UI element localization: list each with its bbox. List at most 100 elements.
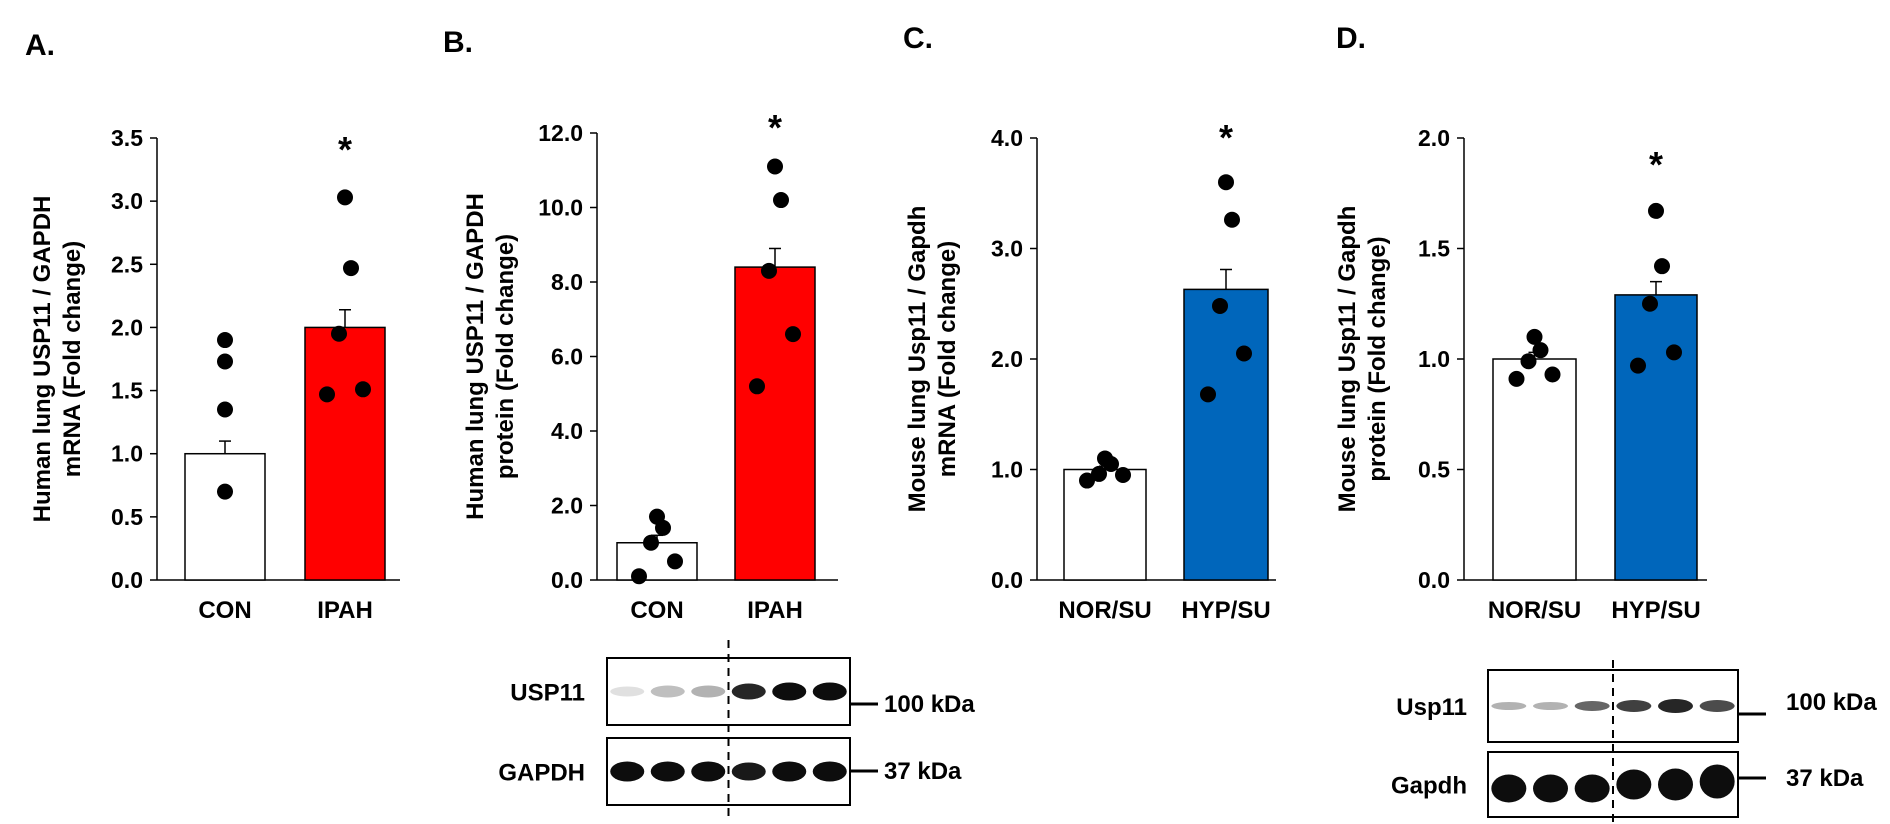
data-point (761, 262, 777, 279)
data-point (667, 553, 683, 570)
data-point (749, 378, 765, 395)
blot-band (1533, 774, 1568, 803)
panel-label: C. (903, 22, 933, 55)
panel-label: D. (1336, 22, 1366, 55)
data-point (785, 326, 801, 343)
data-point (217, 483, 233, 500)
data-point (767, 158, 783, 175)
data-point (1532, 342, 1549, 359)
y-tick-label: 0.0 (111, 567, 143, 593)
blot-band (1574, 774, 1610, 803)
significance-star: * (768, 107, 782, 148)
data-point (1520, 353, 1537, 370)
y-tick-label: 4.0 (991, 125, 1023, 151)
data-point (1091, 465, 1107, 482)
blot-band (731, 683, 766, 700)
blot-row-label: GAPDH (498, 760, 585, 787)
data-point (1508, 370, 1525, 387)
bar-con (616, 542, 698, 581)
panel-a: A. Human lung USP11 / GAPDH mRNA (Fold cha… (25, 29, 400, 624)
data-point (1642, 295, 1658, 312)
significance-star: * (1219, 117, 1233, 158)
y-tick-label: 2.5 (111, 251, 143, 277)
data-point (1200, 386, 1216, 403)
blot-band (1699, 764, 1735, 799)
y-tick-label: 3.0 (991, 236, 1023, 262)
y-axis-label: Human lung USP11 / GAPDH protein (Fold ch… (462, 193, 519, 520)
data-point (643, 534, 659, 551)
y-axis-label: Mouse lung Usp11 / Gapdh protein (Fold ch… (1334, 206, 1391, 513)
category-label: HYP/SU (1611, 597, 1700, 624)
significance-star: * (1649, 144, 1663, 185)
y-tick-label: 3.0 (111, 188, 143, 214)
blot-row-label: Usp11 (1396, 694, 1467, 721)
data-point (1654, 258, 1670, 275)
data-point (1115, 467, 1131, 484)
blot-row-label: Gapdh (1391, 773, 1467, 800)
data-point (1097, 450, 1113, 467)
data-point (331, 325, 347, 342)
blot-band (1491, 702, 1527, 710)
data-point (1236, 345, 1252, 362)
y-axis-label-line: Human lung USP11 / GAPDH (462, 193, 489, 520)
data-point (319, 386, 335, 403)
y-tick-label: 2.0 (551, 493, 583, 519)
blot-band (1491, 774, 1527, 803)
size-marker-label: 37 kDa (1786, 765, 1864, 792)
bar-ipah (304, 326, 386, 581)
western-blot-d: Usp11 100 kDa Gapdh 37 kDa (1391, 660, 1877, 824)
data-point (631, 568, 647, 585)
data-point (355, 381, 371, 398)
blot-band (1574, 701, 1610, 711)
panel-label: A. (25, 29, 55, 62)
y-tick-label: 2.0 (111, 314, 143, 340)
y-tick-label: 2.0 (991, 346, 1023, 372)
data-point (1224, 211, 1240, 228)
blot-band (731, 762, 766, 781)
blot-band (772, 761, 807, 782)
blot-band (1658, 768, 1693, 801)
panel-b: B. Human lung USP11 / GAPDH protein (Fold … (443, 26, 838, 624)
category-label: IPAH (317, 597, 373, 624)
data-point (1218, 174, 1234, 191)
panel-label: B. (443, 26, 473, 59)
category-label: CON (198, 597, 251, 624)
data-point (217, 353, 233, 370)
y-axis-label: Mouse lung Usp11 / Gapdh mRNA (Fold chang… (904, 206, 961, 513)
blot-band (812, 682, 847, 701)
y-tick-label: 1.5 (111, 378, 143, 404)
y-tick-label: 0.0 (1418, 567, 1450, 593)
y-axis-label-line: Mouse lung Usp11 / Gapdh (904, 206, 931, 513)
data-point (217, 401, 233, 418)
blot-band (650, 685, 685, 698)
panel-d: D. Mouse lung Usp11 / Gapdh protein (Fold … (1334, 22, 1707, 624)
size-marker-label: 100 kDa (1786, 689, 1877, 716)
y-axis-label-line: mRNA (Fold change) (934, 241, 961, 477)
bar-hyp-su (1183, 288, 1269, 581)
y-tick-label: 12.0 (538, 120, 583, 146)
y-axis-label: Human lung USP11 / GAPDH mRNA (Fold chang… (29, 196, 86, 523)
y-tick-label: 2.0 (1418, 125, 1450, 151)
y-tick-label: 0.5 (1418, 457, 1450, 483)
y-tick-label: 3.5 (111, 125, 143, 151)
bar-con (184, 452, 266, 581)
western-blot-b: USP11 100 kDa GAPDH 37 kDa (498, 640, 975, 816)
blot-band (691, 685, 726, 698)
blot-band (1699, 700, 1735, 712)
data-point (1526, 328, 1543, 345)
blot-band (772, 682, 807, 701)
blot-band (1533, 702, 1568, 710)
blot-band (1658, 699, 1693, 713)
y-axis-label-line: protein (Fold change) (492, 234, 519, 479)
y-axis-label-line: protein (Fold change) (1364, 236, 1391, 481)
data-point (343, 260, 359, 277)
blot-band (1616, 700, 1652, 712)
category-label: NOR/SU (1058, 597, 1151, 624)
y-tick-label: 10.0 (538, 195, 583, 221)
data-point (1666, 344, 1682, 361)
data-point (1079, 472, 1095, 489)
y-tick-label: 6.0 (551, 344, 583, 370)
category-label: NOR/SU (1488, 597, 1581, 624)
y-axis-label-line: Mouse lung Usp11 / Gapdh (1334, 206, 1361, 513)
data-point (217, 332, 233, 349)
